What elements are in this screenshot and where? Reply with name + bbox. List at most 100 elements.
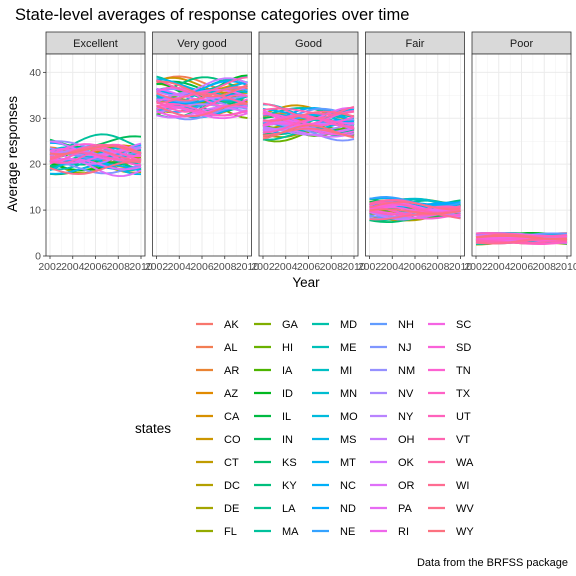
x-tick-label: 2010 [342,261,366,273]
legend-item-ia: IA [254,365,293,377]
legend-label: AR [224,365,239,377]
x-tick-label: 2002 [38,261,62,273]
x-tick-label: 2004 [381,261,405,273]
series-line-wv-very-good [156,102,248,118]
legend-item-mi: MI [312,365,352,377]
legend-label: WY [456,526,474,538]
x-tick-label: 2010 [555,261,576,273]
x-tick-label: 2004 [274,261,298,273]
legend-item-ar: AR [196,365,239,377]
series-line-tx-good [262,114,355,128]
x-tick-label: 2006 [84,261,108,273]
legend-item-tx: TX [428,388,471,400]
legend-label: LA [282,503,296,515]
facet-strip-label: Excellent [73,38,118,50]
x-tick-label: 2008 [320,261,344,273]
legend-item-dc: DC [196,480,240,492]
legend-item-vt: VT [428,434,470,446]
legend-label: AK [224,319,239,331]
facet-panel-good: Good 2002 2004 2006 2008 2010 [251,31,366,273]
legend-item-ms: MS [312,434,357,446]
facet-panel-fair: Fair 2002 2004 2006 2008 2010 [358,31,473,273]
legend-item-ne: NE [312,526,355,538]
series-line-wy-very-good [156,80,248,98]
legend-item-wa: WA [428,457,474,469]
gridlines [259,54,358,257]
legend-label: AL [224,342,237,354]
x-tick-label: 2010 [449,261,473,273]
y-tick-label: 40 [29,67,41,79]
legend-item-ri: RI [370,526,409,538]
chart-title: State-level averages of response categor… [15,6,409,24]
legend-label: NY [398,411,414,423]
legend-label: IN [282,434,293,446]
legend-label: NC [340,480,356,492]
facet-panel-very-good: Very good 2002 2004 2006 2008 2010 [145,31,259,273]
legend-label: PA [398,503,413,515]
series-lines [369,196,461,224]
legend-item-ky: KY [254,480,297,492]
legend-label: OR [398,480,415,492]
x-tick-label: 2006 [403,261,427,273]
series-line-wi-fair [369,212,461,221]
legend-item-wy: WY [428,526,474,538]
legend-item-oh: OH [370,434,415,446]
legend-label: MT [340,457,356,469]
series-line-ut-good [262,117,355,134]
legend-label: NJ [398,342,411,354]
legend-item-la: LA [254,503,296,515]
legend-item-ct: CT [196,457,239,469]
chart-caption: Data from the BRFSS package [417,557,568,569]
x-tick-label: 2002 [358,261,382,273]
legend-label: DE [224,503,239,515]
series-line-or-good [262,121,355,133]
legend-label: AZ [224,388,238,400]
legend-item-mo: MO [312,411,358,423]
legend-label: NM [398,365,415,377]
legend-item-tn: TN [428,365,471,377]
facet-panel-excellent: Excellent 2002 2004 2006 2008 2010 [38,31,153,273]
legend-label: NH [398,319,414,331]
facet-strip-label: Poor [510,38,534,50]
legend-item-nj: NJ [370,342,411,354]
legend-item-id: ID [254,388,293,400]
legend-label: IL [282,411,291,423]
series-line-vt-fair [369,201,461,214]
y-axis: 0 10 20 30 40 [29,67,46,263]
legend-item-nv: NV [370,388,414,400]
series-line-wv-excellent [49,160,142,176]
legend-label: ND [340,503,356,515]
series-line-wy-excellent [49,145,142,156]
x-tick-label: 2006 [510,261,534,273]
legend-label: MA [282,526,299,538]
legend-label: CT [224,457,239,469]
legend-label: OK [398,457,415,469]
series-line-wy-good [262,124,355,140]
series-line-pa-excellent [49,158,142,171]
x-tick-label: 2008 [213,261,237,273]
legend-item-al: AL [196,342,237,354]
legend-item-or: OR [370,480,415,492]
legend-title: states [135,421,171,436]
legend-label: SC [456,319,471,331]
legend-label: MS [340,434,357,446]
legend-label: IA [282,365,293,377]
legend-item-co: CO [196,434,241,446]
series-line-vt-poor [475,239,568,244]
legend-item-me: ME [312,342,357,354]
legend-item-il: IL [254,411,291,423]
legend-item-fl: FL [196,526,237,538]
y-axis-title: Average responses [5,96,20,212]
legend-label: OH [398,434,415,446]
x-tick-label: 2004 [61,261,85,273]
legend: states AK AL AR AZ CA CO CT DC DE FL GA HI IA ID IL IN K… [135,319,474,538]
x-tick-label: 2002 [251,261,275,273]
series-lines [475,231,568,246]
series-line-wi-good [262,110,355,122]
legend-label: TN [456,365,471,377]
legend-item-ga: GA [254,319,299,331]
series-lines [262,102,355,143]
series-line-sd-fair [369,210,461,220]
legend-item-wi: WI [428,480,469,492]
